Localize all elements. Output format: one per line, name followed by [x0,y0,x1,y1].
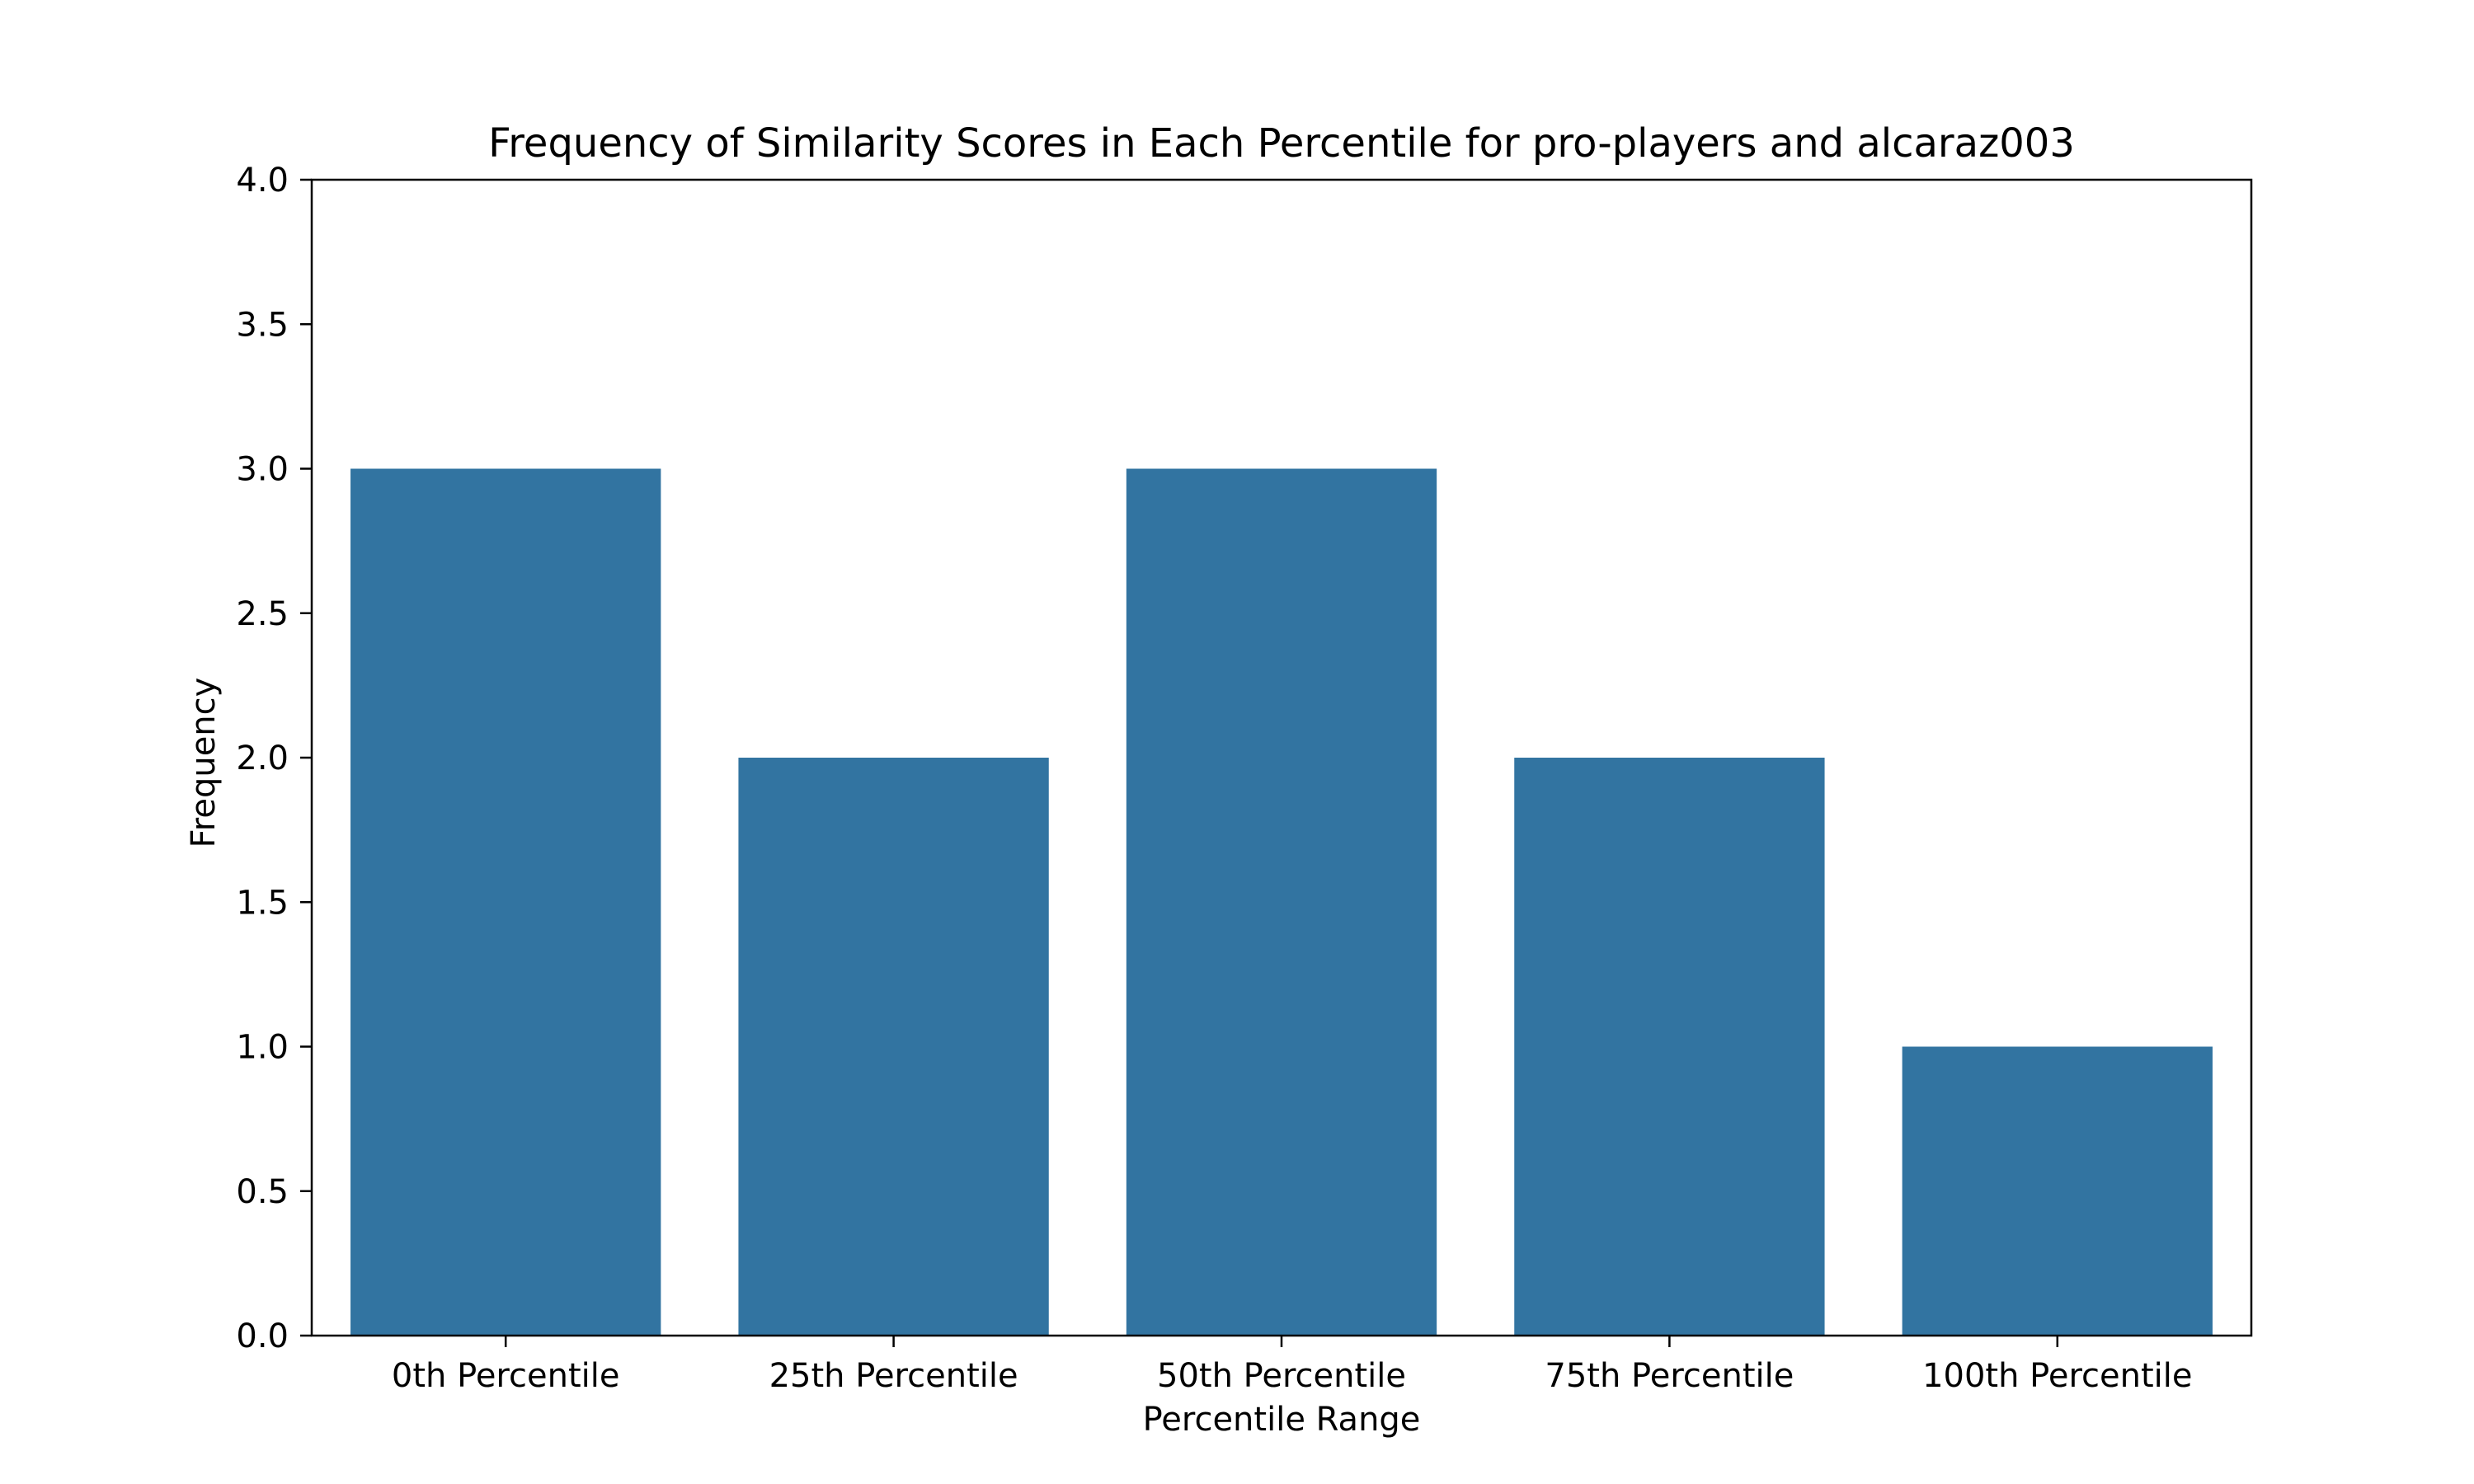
chart-title: Frequency of Similarity Scores in Each P… [488,120,2075,167]
bar-1 [738,758,1049,1336]
y-axis-label: Frequency [185,678,223,848]
x-tick-label-1: 25th Percentile [769,1357,1018,1395]
y-tick-label-6: 3.0 [236,451,289,489]
y-tick-label-2: 1.0 [236,1029,289,1067]
bar-2 [1126,468,1437,1336]
y-tick-label-8: 4.0 [236,162,289,200]
y-axis: 0.0 0.5 1.0 1.5 2.0 2.5 3.0 3.5 4.0 [236,162,312,1355]
x-tick-label-3: 75th Percentile [1545,1357,1794,1395]
y-tick-label-7: 3.5 [236,306,289,344]
y-tick-label-3: 1.5 [236,884,289,922]
x-axis: 0th Percentile 25th Percentile 50th Percen… [392,1336,2193,1395]
y-tick-label-0: 0.0 [236,1317,289,1355]
y-tick-label-1: 0.5 [236,1173,289,1211]
x-axis-label: Percentile Range [1143,1401,1421,1439]
bar-4 [1902,1046,2213,1336]
bars [350,468,2213,1336]
x-tick-label-2: 50th Percentile [1157,1357,1406,1395]
y-tick-label-4: 2.0 [236,740,289,777]
y-tick-label-5: 2.5 [236,595,289,633]
bar-3 [1514,758,1825,1336]
x-tick-label-4: 100th Percentile [1922,1357,2192,1395]
x-tick-label-0: 0th Percentile [392,1357,620,1395]
bar-0 [350,468,661,1336]
